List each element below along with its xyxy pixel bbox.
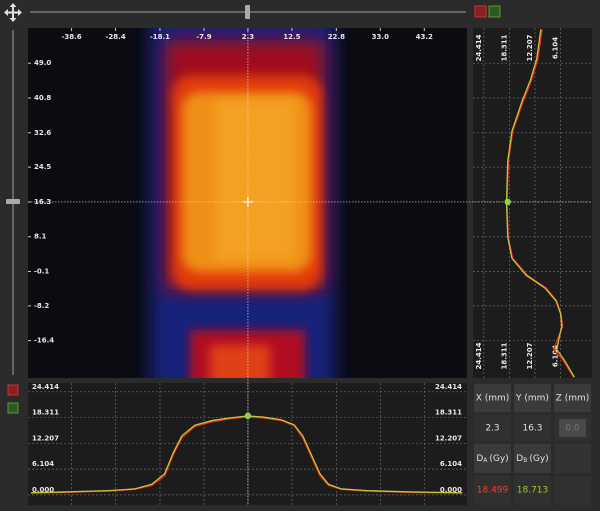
y-tick-label: -0.1: [34, 268, 49, 276]
y-profile-panel: [473, 28, 592, 378]
profile-line: [505, 29, 575, 378]
y-tick-label: 18.311: [435, 409, 462, 417]
cell: [554, 384, 591, 412]
x-tick-label: 22.8: [328, 33, 345, 41]
y-tick-label: 6.104: [440, 460, 462, 468]
x-tick-label: 43.2: [416, 33, 433, 41]
x-tick-label: -18.1: [150, 33, 170, 41]
y-value: 16.3: [522, 424, 542, 434]
y-tick-label: 12.207: [435, 434, 462, 442]
unit: (Gy): [529, 454, 548, 464]
export-green-button[interactable]: [488, 5, 501, 18]
y-tick-label: 24.414: [435, 383, 462, 391]
slider-handle[interactable]: [245, 5, 250, 19]
y-tick-label: 24.5: [34, 163, 51, 171]
header: Y (mm): [515, 394, 549, 404]
y-tick-label: 8.1: [34, 233, 47, 241]
x-tick-label: 24.414: [475, 342, 483, 369]
y-tick-label: 18.311: [32, 409, 59, 417]
cell: [554, 444, 591, 473]
cell: [514, 476, 551, 505]
y-tick-label: 49.0: [34, 59, 51, 67]
x-tick-label: 24.414: [475, 34, 483, 61]
x-tick-label: 6.104: [552, 345, 560, 367]
cursor-dot: [504, 198, 511, 206]
header: DB (Gy): [516, 454, 548, 464]
y-tick-label: 32.6: [34, 129, 51, 137]
y-tick-label: 24.414: [32, 383, 59, 391]
z-value: 0.0: [565, 424, 580, 434]
symbol: D: [516, 454, 523, 464]
x-tick-label: 12.207: [526, 34, 534, 61]
header: Z (mm): [556, 394, 590, 404]
x-tick-label: 18.311: [500, 34, 508, 61]
x-value: 2.3: [485, 424, 499, 434]
cell: [554, 476, 591, 505]
cell: [514, 384, 551, 412]
dose-map: [28, 28, 467, 378]
header: DA (Gy): [476, 454, 508, 464]
export-red-button[interactable]: [474, 5, 487, 18]
y-tick-label: -8.2: [34, 302, 49, 310]
y-tick-label: 40.8: [34, 94, 51, 102]
x-tick-label: 18.311: [500, 342, 508, 369]
cell: [474, 444, 511, 473]
x-tick-label: 33.0: [372, 33, 389, 41]
export-green-button[interactable]: [7, 402, 19, 414]
dose-a-value: 18.499: [477, 486, 509, 496]
cell: [514, 415, 551, 441]
subscript: A: [483, 457, 488, 464]
move-icon[interactable]: [4, 3, 22, 22]
profile-line: [506, 29, 575, 378]
cell: [514, 444, 551, 473]
disabled-field: [559, 419, 586, 437]
symbol: D: [476, 454, 483, 464]
cell: [474, 415, 511, 441]
x-tick-label: 6.104: [552, 37, 560, 59]
x-tick-label: -38.6: [61, 33, 81, 41]
export-red-button[interactable]: [7, 384, 19, 396]
x-profile-panel: [28, 383, 467, 505]
y-tick-label: 0.000: [440, 486, 462, 494]
x-tick-label: 12.5: [283, 33, 300, 41]
y-tick-label: 16.3: [34, 198, 51, 206]
readout-table: X (mm) Y (mm) Z (mm) 2.3 16.3 0.0 DA (Gy)…: [474, 384, 591, 505]
dose-b-value: 18.713: [517, 486, 549, 496]
y-tick-label: 12.207: [32, 434, 59, 442]
y-tick-label: 0.000: [32, 486, 54, 494]
slider-handle[interactable]: [6, 199, 20, 204]
cell: [474, 476, 511, 505]
y-tick-label: -16.4: [34, 337, 54, 345]
x-tick-label: 12.207: [526, 342, 534, 369]
cell: [474, 384, 511, 412]
cursor: [242, 196, 253, 207]
x-tick-label: -28.4: [105, 33, 125, 41]
x-tick-label: -7.9: [196, 33, 211, 41]
y-tick-label: 6.104: [32, 460, 54, 468]
subscript: B: [523, 457, 527, 464]
cursor-dot: [244, 412, 252, 420]
header: X (mm): [476, 394, 510, 404]
unit: (Gy): [489, 454, 508, 464]
